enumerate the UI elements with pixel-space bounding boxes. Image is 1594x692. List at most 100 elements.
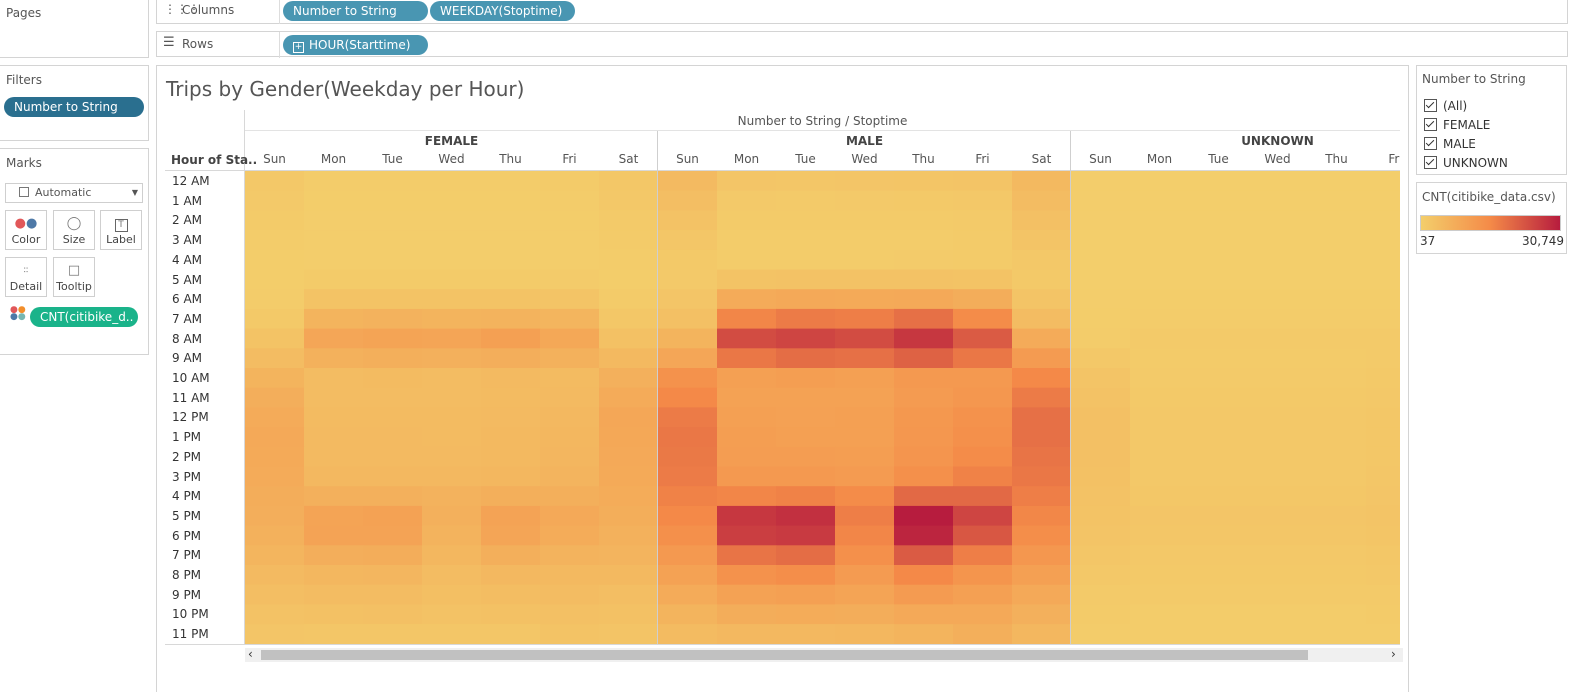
heatmap-cell[interactable] <box>422 505 482 527</box>
heatmap-cell[interactable] <box>658 624 718 644</box>
heatmap-cell[interactable] <box>1248 584 1308 605</box>
heatmap-cell[interactable] <box>422 230 482 251</box>
heatmap-cell[interactable] <box>1071 328 1131 349</box>
heatmap-cell[interactable] <box>481 604 541 625</box>
columns-pill-number-to-string[interactable]: Number to String <box>283 1 428 21</box>
heatmap-cell[interactable] <box>1307 328 1367 349</box>
heatmap-cell[interactable] <box>1189 210 1249 231</box>
heatmap-cell[interactable] <box>1307 348 1367 369</box>
heatmap-cell[interactable] <box>776 348 836 369</box>
heatmap-cell[interactable] <box>1366 466 1400 487</box>
heatmap-cell[interactable] <box>717 604 777 625</box>
heatmap-cell[interactable] <box>894 486 954 507</box>
heatmap-cell[interactable] <box>835 190 895 211</box>
heatmap-cell[interactable] <box>1130 584 1190 605</box>
heatmap-cell[interactable] <box>658 427 718 448</box>
heatmap-cell[interactable] <box>658 584 718 605</box>
heatmap-cell[interactable] <box>717 348 777 369</box>
heatmap-cell[interactable] <box>422 565 482 586</box>
heatmap-cell[interactable] <box>953 269 1013 290</box>
heatmap-cell[interactable] <box>894 190 954 211</box>
heatmap-cell[interactable] <box>245 308 305 330</box>
heatmap-cell[interactable] <box>717 466 777 487</box>
heatmap-cell[interactable] <box>658 348 718 369</box>
heatmap-cell[interactable] <box>776 328 836 349</box>
heatmap-cell[interactable] <box>599 427 659 448</box>
heatmap-cell[interactable] <box>1130 387 1190 408</box>
heatmap-cell[interactable] <box>1307 584 1367 605</box>
heatmap-cell[interactable] <box>953 308 1013 330</box>
heatmap-cell[interactable] <box>1366 427 1400 448</box>
heatmap-cell[interactable] <box>894 348 954 369</box>
heatmap-cell[interactable] <box>599 289 659 310</box>
heatmap-cell[interactable] <box>304 525 364 546</box>
heatmap-cell[interactable] <box>835 427 895 448</box>
heatmap-cell[interactable] <box>953 348 1013 369</box>
heatmap-cell[interactable] <box>599 525 659 546</box>
heatmap-cell[interactable] <box>776 407 836 428</box>
heatmap-cell[interactable] <box>304 210 364 231</box>
heatmap-cell[interactable] <box>894 624 954 644</box>
columns-pill-weekday-stoptime[interactable]: WEEKDAY(Stoptime) <box>430 1 575 21</box>
checkbox-checked-icon[interactable] <box>1424 156 1437 169</box>
heatmap-cell[interactable] <box>1248 427 1308 448</box>
heatmap-cell[interactable] <box>304 190 364 211</box>
heatmap-cell[interactable] <box>1189 466 1249 487</box>
heatmap-cell[interactable] <box>1071 249 1131 270</box>
heatmap-cell[interactable] <box>1130 624 1190 644</box>
heatmap-cell[interactable] <box>363 604 423 625</box>
heatmap-cell[interactable] <box>776 269 836 290</box>
heatmap-cell[interactable] <box>540 210 600 231</box>
heatmap-cell[interactable] <box>1307 545 1367 566</box>
heatmap-cell[interactable] <box>481 171 541 192</box>
heatmap-cell[interactable] <box>894 545 954 566</box>
heatmap-cell[interactable] <box>1248 486 1308 507</box>
heatmap-cell[interactable] <box>1071 368 1131 389</box>
heatmap-cell[interactable] <box>894 466 954 487</box>
marks-label-button[interactable]: T Label <box>100 210 142 250</box>
heatmap-cell[interactable] <box>776 308 836 330</box>
heatmap-cell[interactable] <box>481 565 541 586</box>
heatmap-cell[interactable] <box>1071 210 1131 231</box>
heatmap-cell[interactable] <box>776 584 836 605</box>
heatmap-cell[interactable] <box>363 565 423 586</box>
heatmap-cell[interactable] <box>245 368 305 389</box>
heatmap-cell[interactable] <box>481 505 541 527</box>
heatmap-cell[interactable] <box>1071 446 1131 467</box>
marks-size-button[interactable]: ◯ Size <box>53 210 95 250</box>
heatmap-cell[interactable] <box>1012 368 1072 389</box>
heatmap-cell[interactable] <box>835 171 895 192</box>
heatmap-cell[interactable] <box>1307 407 1367 428</box>
heatmap-cell[interactable] <box>894 584 954 605</box>
heatmap-cell[interactable] <box>658 308 718 330</box>
heatmap-cell[interactable] <box>658 171 718 192</box>
heatmap-cell[interactable] <box>304 269 364 290</box>
heatmap-cell[interactable] <box>1248 407 1308 428</box>
heatmap-cell[interactable] <box>363 584 423 605</box>
heatmap-cell[interactable] <box>422 190 482 211</box>
heatmap-cell[interactable] <box>835 565 895 586</box>
heatmap-cell[interactable] <box>1366 230 1400 251</box>
heatmap-cell[interactable] <box>658 190 718 211</box>
filter-option-unknown[interactable]: UNKNOWN <box>1424 155 1508 171</box>
heatmap-cell[interactable] <box>245 584 305 605</box>
heatmap-cell[interactable] <box>481 545 541 566</box>
heatmap-cell[interactable] <box>363 427 423 448</box>
heatmap-cell[interactable] <box>953 624 1013 644</box>
heatmap-cell[interactable] <box>658 289 718 310</box>
heatmap-cell[interactable] <box>835 308 895 330</box>
heatmap-cell[interactable] <box>1189 269 1249 290</box>
heatmap-cell[interactable] <box>1012 308 1072 330</box>
heatmap-cell[interactable] <box>835 368 895 389</box>
heatmap-cell[interactable] <box>599 545 659 566</box>
heatmap-cell[interactable] <box>599 505 659 527</box>
heatmap-cell[interactable] <box>894 308 954 330</box>
heatmap-cell[interactable] <box>1012 190 1072 211</box>
heatmap-cell[interactable] <box>894 210 954 231</box>
heatmap-cell[interactable] <box>776 525 836 546</box>
heatmap-cell[interactable] <box>304 545 364 566</box>
heatmap-cell[interactable] <box>1248 446 1308 467</box>
heatmap-cell[interactable] <box>1012 407 1072 428</box>
heatmap-cell[interactable] <box>1248 604 1308 625</box>
heatmap-cell[interactable] <box>599 249 659 270</box>
